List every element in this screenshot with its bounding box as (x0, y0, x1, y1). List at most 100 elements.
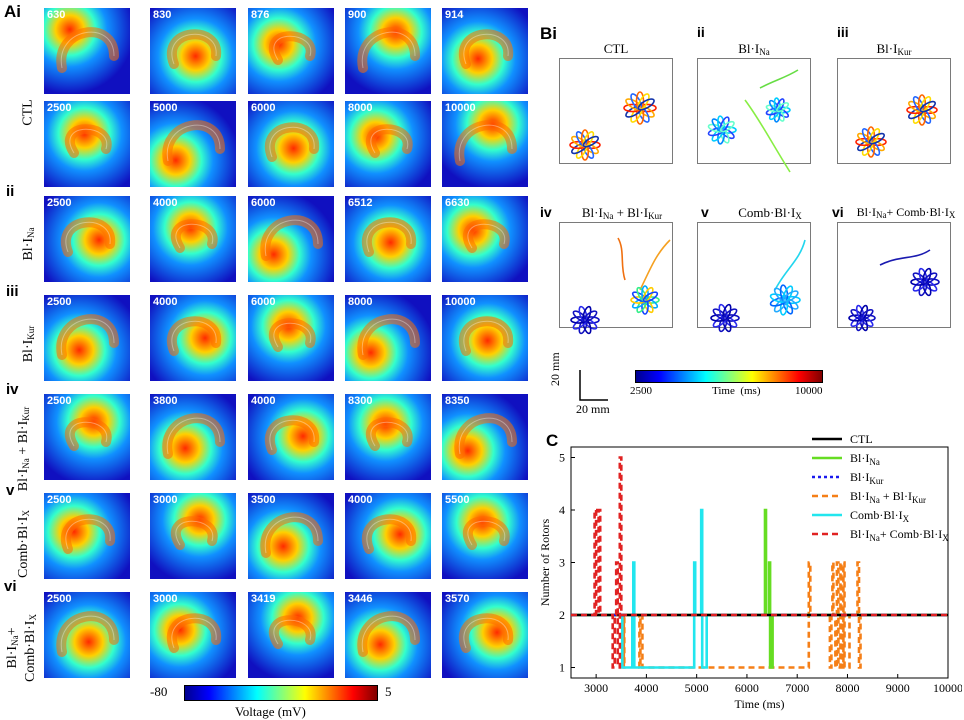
voltage-map-tile: 8300 (345, 394, 431, 480)
row-label-bl-ina-comb: Bl·INa+ Comb·Bl·IX (5, 614, 38, 682)
voltage-map-tile: 5000 (150, 101, 236, 187)
legend-label-part: X (942, 533, 949, 543)
voltage-map-tile: 8350 (442, 394, 528, 480)
tile-time-label: 2500 (47, 593, 72, 605)
voltage-map-image (248, 196, 334, 282)
voltage-map-tile: 3419 (248, 592, 334, 678)
tile-time-label: 8000 (348, 296, 373, 308)
rotor-trajectory (769, 284, 801, 316)
legend-label-part: Na (869, 533, 880, 543)
voltage-map-image (150, 295, 236, 381)
voltage-map-tile: 3446 (345, 592, 431, 678)
rotor-trajectory (765, 97, 791, 123)
traj-box-bl-ikur (837, 58, 951, 164)
row-label-comb: Comb·Bl·IX (16, 510, 31, 578)
rotor-trajectory (855, 126, 887, 158)
voltage-colorbar (184, 685, 378, 701)
rotor-trajectory (570, 305, 600, 335)
tile-time-label: 3000 (153, 494, 178, 506)
voltage-map-image (44, 8, 130, 94)
x-tick-label: 4000 (634, 681, 658, 695)
rotor-trajectory-trail (744, 99, 791, 173)
voltage-map-tile: 2500 (44, 295, 130, 381)
y-axis-label: Number of Rotors (538, 519, 552, 607)
time-colorbar-label: Time (ms) (712, 385, 761, 397)
voltage-map-tile: 10000 (442, 295, 528, 381)
voltage-map-image (345, 8, 431, 94)
voltage-map-image (442, 394, 528, 480)
traj-title-bl-ina-ikur: Bl·INa + Bl·IKur (581, 205, 663, 221)
row-roman-iii: iii (6, 283, 19, 300)
tile-time-label: 3800 (153, 395, 178, 407)
legend-label-part: Bl·I (850, 451, 869, 465)
time-colorbar-max: 10000 (795, 385, 823, 397)
voltage-map-image (150, 196, 236, 282)
scale-bar (579, 370, 608, 401)
tile-time-label: 3446 (348, 593, 373, 605)
voltage-colorbar-max: 5 (385, 684, 392, 699)
voltage-map-image (44, 196, 130, 282)
row-roman-iv: iv (6, 381, 19, 398)
voltage-map-image (442, 8, 528, 94)
voltage-map-image (248, 101, 334, 187)
rotor-trajectory (630, 285, 660, 315)
voltage-map-image (345, 196, 431, 282)
rotor-count-chart: 3000 4000 5000 6000 7000 8000 9000 10000 1 2 3 4 5 Ti… (538, 432, 962, 711)
tile-time-label: 4000 (153, 296, 178, 308)
legend-label-part: + Comb·Bl·I (880, 527, 942, 541)
voltage-map-tile: 5500 (442, 493, 528, 579)
legend-label: Bl·INa+ Comb·Bl·IX (850, 527, 949, 543)
voltage-map-image (44, 394, 130, 480)
panel-letter-b: Bi (540, 24, 557, 43)
traj-roman-iv: iv (540, 204, 552, 220)
y-tick-label: 5 (559, 451, 565, 465)
tile-time-label: 2500 (47, 395, 72, 407)
tile-time-label: 4000 (348, 494, 373, 506)
y-tick-label: 3 (559, 556, 565, 570)
voltage-map-image (442, 196, 528, 282)
rotor-trajectory-trail (617, 237, 626, 281)
voltage-map-image (345, 493, 431, 579)
voltage-map-tile: 2500 (44, 196, 130, 282)
x-tick-label: 9000 (886, 681, 910, 695)
traj-roman-iii: iii (837, 24, 849, 40)
rotor-trajectory (848, 304, 876, 332)
voltage-map-image (345, 101, 431, 187)
rotor-trajectory-trail (774, 239, 806, 291)
rotor-trajectory (906, 94, 938, 126)
legend-label-part: Comb·Bl·I (850, 508, 903, 522)
tile-time-label: 8300 (348, 395, 373, 407)
voltage-map-image (442, 101, 528, 187)
voltage-map-tile: 6630 (442, 196, 528, 282)
rotor-trajectory (707, 115, 737, 145)
rotor-trajectory (623, 91, 657, 125)
tile-time-label: 2500 (47, 102, 72, 114)
legend-label-part: CTL (850, 432, 873, 446)
x-tick-label: 5000 (685, 681, 709, 695)
voltage-map-tile: 4000 (248, 394, 334, 480)
traj-title-comb: Comb·Bl·IX (738, 205, 802, 221)
row-roman-vi: vi (4, 578, 17, 595)
voltage-map-tile: 3500 (248, 493, 334, 579)
tile-time-label: 900 (348, 9, 367, 21)
voltage-map-tile: 3000 (150, 592, 236, 678)
x-axis-label: Time (ms) (735, 697, 785, 711)
tile-time-label: 2500 (47, 296, 72, 308)
x-tick-label: 8000 (835, 681, 859, 695)
voltage-map-tile: 6512 (345, 196, 431, 282)
tile-time-label: 830 (153, 9, 172, 21)
voltage-map-tile: 2500 (44, 394, 130, 480)
voltage-map-image (248, 295, 334, 381)
x-tick-label: 6000 (735, 681, 759, 695)
voltage-map-image (44, 592, 130, 678)
traj-title-bl-ikur: Bl·IKur (876, 41, 912, 57)
voltage-map-tile: 2500 (44, 493, 130, 579)
tile-time-label: 6000 (251, 197, 276, 209)
voltage-map-tile: 8000 (345, 295, 431, 381)
rotor-trajectory-trail (759, 69, 799, 89)
legend-label-part: Kur (912, 495, 926, 505)
rotor-trajectory-trail (879, 249, 931, 266)
voltage-map-tile: 3570 (442, 592, 528, 678)
traj-box-bl-ina (697, 58, 811, 164)
voltage-colorbar-min: -80 (150, 684, 168, 699)
